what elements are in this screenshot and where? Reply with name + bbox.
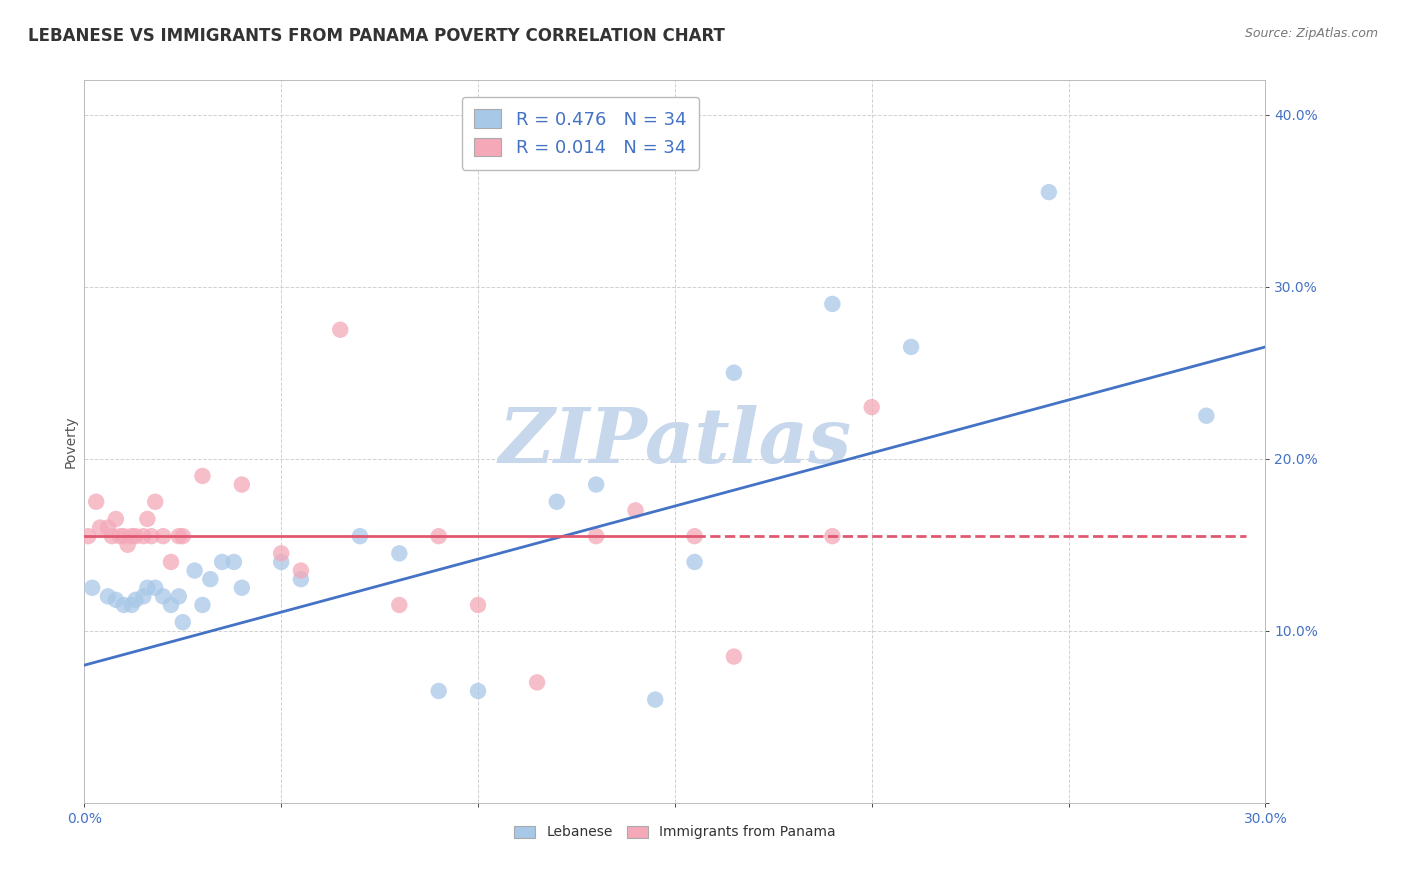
Text: Source: ZipAtlas.com: Source: ZipAtlas.com bbox=[1244, 27, 1378, 40]
Point bbox=[82, 581, 104, 595]
Point bbox=[117, 538, 139, 552]
Point bbox=[585, 529, 607, 543]
Point bbox=[136, 512, 159, 526]
Point bbox=[167, 590, 190, 604]
Point bbox=[200, 572, 222, 586]
Point bbox=[222, 555, 245, 569]
Point bbox=[900, 340, 922, 354]
Point bbox=[467, 684, 489, 698]
Point bbox=[152, 529, 174, 543]
Point bbox=[152, 590, 174, 604]
Point bbox=[290, 564, 312, 578]
Point bbox=[231, 477, 253, 491]
Point bbox=[160, 555, 183, 569]
Point bbox=[467, 598, 489, 612]
Point bbox=[141, 529, 163, 543]
Point bbox=[723, 649, 745, 664]
Point bbox=[97, 520, 120, 534]
Point bbox=[388, 598, 411, 612]
Point bbox=[124, 592, 146, 607]
Text: LEBANESE VS IMMIGRANTS FROM PANAMA POVERTY CORRELATION CHART: LEBANESE VS IMMIGRANTS FROM PANAMA POVER… bbox=[28, 27, 725, 45]
Y-axis label: Poverty: Poverty bbox=[63, 416, 77, 467]
Point bbox=[183, 564, 205, 578]
Point bbox=[108, 529, 131, 543]
Point bbox=[121, 598, 143, 612]
Point bbox=[191, 598, 214, 612]
Point bbox=[101, 529, 124, 543]
Point bbox=[104, 592, 127, 607]
Point bbox=[136, 581, 159, 595]
Point bbox=[349, 529, 371, 543]
Point bbox=[860, 400, 883, 414]
Point bbox=[585, 477, 607, 491]
Point bbox=[723, 366, 745, 380]
Point bbox=[388, 546, 411, 560]
Point bbox=[546, 494, 568, 508]
Legend: Lebanese, Immigrants from Panama: Lebanese, Immigrants from Panama bbox=[508, 819, 842, 847]
Point bbox=[526, 675, 548, 690]
Point bbox=[644, 692, 666, 706]
Point bbox=[231, 581, 253, 595]
Point bbox=[160, 598, 183, 612]
Point bbox=[1038, 185, 1060, 199]
Point bbox=[821, 297, 844, 311]
Point bbox=[132, 529, 155, 543]
Point bbox=[132, 590, 155, 604]
Point bbox=[427, 529, 450, 543]
Point bbox=[121, 529, 143, 543]
Point bbox=[104, 512, 127, 526]
Point bbox=[112, 598, 135, 612]
Point bbox=[167, 529, 190, 543]
Point bbox=[211, 555, 233, 569]
Text: ZIPatlas: ZIPatlas bbox=[498, 405, 852, 478]
Point bbox=[683, 529, 706, 543]
Point bbox=[624, 503, 647, 517]
Point bbox=[290, 572, 312, 586]
Point bbox=[89, 520, 111, 534]
Point bbox=[84, 494, 107, 508]
Point bbox=[1195, 409, 1218, 423]
Point bbox=[427, 684, 450, 698]
Point bbox=[172, 529, 194, 543]
Point bbox=[270, 555, 292, 569]
Point bbox=[270, 546, 292, 560]
Point bbox=[821, 529, 844, 543]
Point bbox=[683, 555, 706, 569]
Point bbox=[143, 494, 166, 508]
Point bbox=[77, 529, 100, 543]
Point bbox=[112, 529, 135, 543]
Point bbox=[97, 590, 120, 604]
Point bbox=[191, 469, 214, 483]
Point bbox=[124, 529, 146, 543]
Point bbox=[172, 615, 194, 630]
Point bbox=[143, 581, 166, 595]
Point bbox=[329, 323, 352, 337]
